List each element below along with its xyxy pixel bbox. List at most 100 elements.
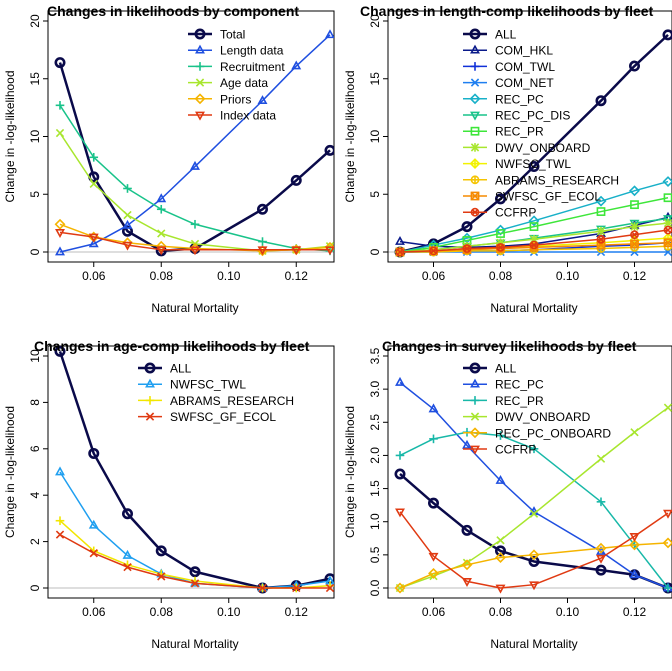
- data-point: [256, 203, 268, 215]
- plot-area: [54, 346, 334, 594]
- data-point: [291, 246, 302, 256]
- data-point: [156, 193, 167, 203]
- series-line: [399, 229, 669, 253]
- legend-marker: [470, 396, 480, 405]
- y-tick-label: 2.5: [368, 414, 382, 431]
- y-tick-label: 4: [28, 492, 42, 499]
- x-tick-label: 0.10: [217, 269, 241, 283]
- legend-label: ABRAMS_RESEARCH: [170, 394, 294, 408]
- legend-label: SWFSC_GF_ECOL: [495, 190, 601, 204]
- data-point: [89, 179, 98, 189]
- series-CCFRP: [395, 225, 672, 257]
- data-point: [291, 60, 302, 70]
- legend-entry: REC_PC: [463, 92, 544, 106]
- data-point: [595, 195, 607, 207]
- y-tick-label: 5: [28, 191, 42, 198]
- data-point: [395, 376, 405, 386]
- legend-entry: COM_NET: [463, 76, 554, 90]
- data-point: [630, 239, 639, 249]
- series-line: [399, 196, 669, 253]
- data-point: [528, 555, 540, 567]
- legend-entry: ABRAMS_RESEARCH: [138, 394, 294, 408]
- data-point: [156, 246, 167, 256]
- data-point: [663, 509, 672, 519]
- data-point: [629, 532, 640, 542]
- data-point: [54, 346, 66, 357]
- data-point: [629, 185, 640, 197]
- legend-marker: [470, 126, 480, 136]
- x-tick-label: 0.12: [285, 269, 309, 283]
- series-line: [399, 381, 669, 589]
- legend-label: REC_PC: [495, 92, 544, 106]
- legend-marker: [469, 158, 481, 170]
- data-point: [395, 247, 405, 257]
- y-tick-label: 1.5: [368, 480, 382, 497]
- series-line: [399, 511, 669, 589]
- x-tick-label: 0.12: [285, 605, 309, 619]
- series-Age data: [55, 128, 334, 256]
- data-point: [155, 545, 167, 557]
- data-point: [595, 95, 607, 107]
- legend-marker: [470, 62, 480, 71]
- legend-label: Total: [220, 28, 245, 42]
- data-point: [190, 160, 200, 170]
- data-point: [429, 434, 438, 444]
- legend-entry: NWFSC_TWL: [463, 157, 571, 171]
- x-axis-label: Natural Mortality: [151, 301, 238, 315]
- data-point: [462, 244, 472, 253]
- legend-marker: [469, 362, 481, 374]
- data-point: [122, 508, 134, 520]
- legend-marker: [469, 427, 481, 439]
- data-point: [157, 229, 166, 238]
- legend-marker: [194, 93, 206, 105]
- legend-label: COM_NET: [495, 76, 554, 90]
- data-point: [428, 403, 439, 413]
- y-tick-label: 15: [28, 72, 42, 86]
- data-point: [325, 246, 334, 256]
- y-axis-label: Change in -log-likelihood: [343, 406, 357, 538]
- legend-entry: CCFRP: [463, 443, 536, 457]
- legend-entry: ABRAMS_RESEARCH: [463, 173, 619, 187]
- x-tick-label: 0.06: [82, 605, 106, 619]
- data-point: [89, 152, 99, 162]
- data-point: [630, 222, 639, 231]
- legend-marker: [194, 28, 206, 40]
- data-point: [663, 218, 672, 228]
- legend-label: DWV_ONBOARD: [495, 410, 591, 424]
- legend-entry: Recruitment: [188, 60, 285, 74]
- data-point: [395, 451, 405, 460]
- series-line: [59, 533, 330, 589]
- data-point: [495, 552, 506, 563]
- chart-title: Changes in length-comp likelihoods by fl…: [360, 3, 654, 19]
- legend-label: REC_PC_ONBOARD: [495, 426, 611, 440]
- data-point: [122, 225, 134, 237]
- data-point: [529, 240, 539, 250]
- legend-entry: REC_PC_DIS: [463, 109, 570, 123]
- data-point: [629, 539, 640, 551]
- legend-marker: [470, 175, 480, 185]
- data-point: [88, 238, 99, 248]
- data-point: [429, 246, 438, 256]
- data-point: [395, 235, 405, 245]
- y-axis-label: Change in -log-likelihood: [3, 70, 17, 202]
- x-axis-label: Natural Mortality: [151, 637, 238, 651]
- legend-label: NWFSC_TWL: [170, 378, 246, 392]
- data-point: [528, 215, 540, 227]
- legend-marker: [145, 396, 155, 405]
- legend-marker: [469, 28, 481, 40]
- data-point: [462, 578, 472, 587]
- y-tick-label: 2.0: [368, 447, 382, 464]
- legend-label: Priors: [220, 92, 251, 106]
- data-point: [55, 229, 65, 238]
- x-tick-label: 0.06: [82, 269, 106, 283]
- data-point: [428, 552, 439, 562]
- y-axis-label: Change in -log-likelihood: [343, 70, 357, 202]
- legend-label: SWFSC_GF_ECOL: [170, 410, 276, 424]
- series-SWFSC_GF_ECOL: [55, 530, 334, 593]
- panel-2: 0 5 10 15 20 0.06 0.08 0.10 0.12 Natural Mortalit…: [343, 3, 672, 315]
- data-point: [394, 582, 406, 594]
- data-point: [190, 246, 200, 256]
- legend-marker: [470, 191, 480, 201]
- series-line: [59, 104, 331, 252]
